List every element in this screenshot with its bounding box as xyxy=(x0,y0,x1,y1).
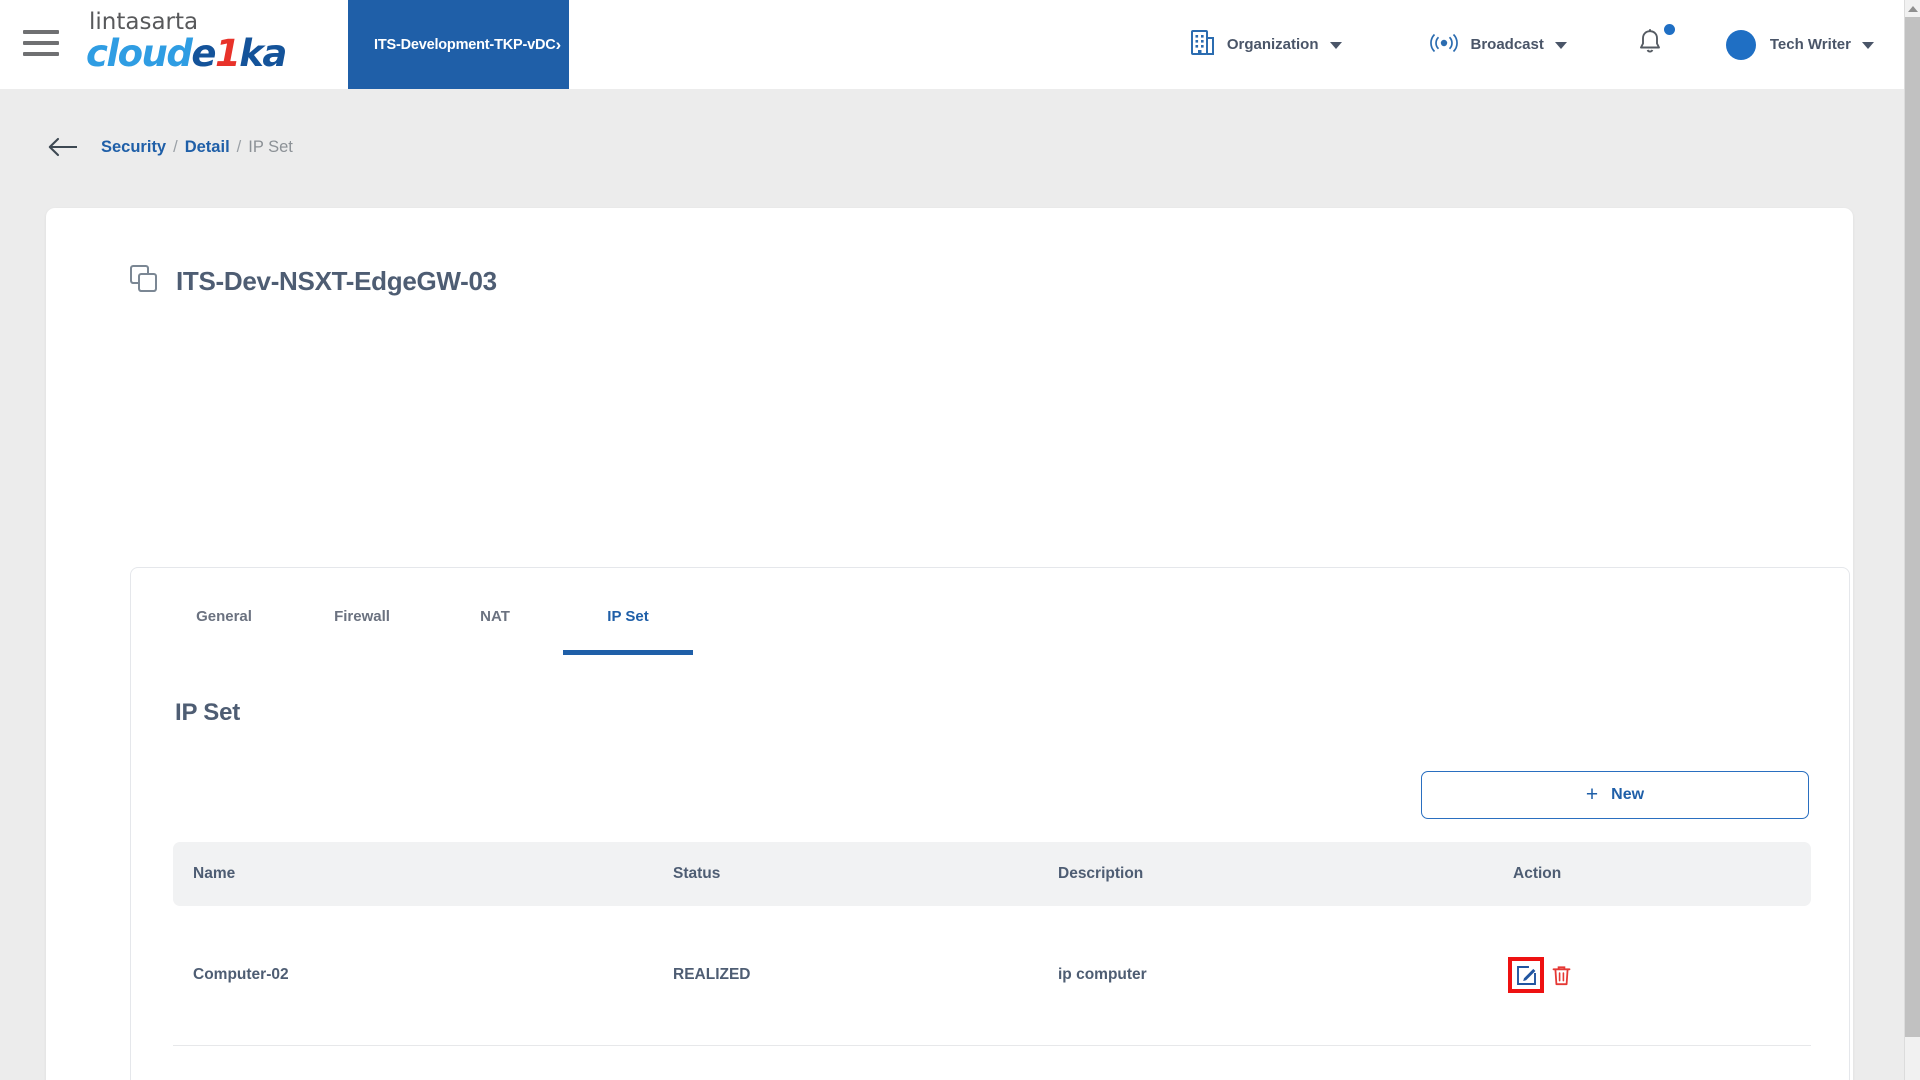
page-title: ITS-Dev-NSXT-EdgeGW-03 xyxy=(176,266,497,296)
breadcrumb-item-security[interactable]: Security xyxy=(101,137,167,156)
detail-card: ITS-Dev-NSXT-EdgeGW-03 General Firewall … xyxy=(46,208,1853,1080)
cell-name: Computer-02 xyxy=(173,906,653,1046)
cell-status: REALIZED xyxy=(653,1045,1038,1080)
table-body: Computer-02 REALIZED ip computer xyxy=(173,906,1811,1080)
hamburger-menu-icon[interactable] xyxy=(23,30,59,56)
breadcrumb-separator: / xyxy=(173,137,178,156)
new-button[interactable]: + New xyxy=(1421,771,1809,819)
breadcrumb-separator: / xyxy=(236,137,242,156)
user-name-label: Tech Writer xyxy=(1769,36,1851,53)
broadcast-menu[interactable]: Broadcast xyxy=(1428,32,1567,58)
logo-cloudeka-text: cloude1ka xyxy=(86,34,301,74)
new-button-label: New xyxy=(1611,786,1645,803)
hamburger-bar xyxy=(23,41,59,45)
building-icon xyxy=(1190,29,1216,60)
column-header-description: Description xyxy=(1058,865,1144,882)
cell-action xyxy=(1493,906,1811,1046)
cell-status: REALIZED xyxy=(653,906,1038,1046)
broadcast-icon xyxy=(1428,32,1460,58)
table-row: Computer-02 REALIZED ip computer xyxy=(173,906,1811,1046)
tab-ip-set-label: IP Set xyxy=(607,608,649,625)
avatar[interactable] xyxy=(1725,29,1756,60)
logo-part-ka: ka xyxy=(239,32,287,75)
chevron-down-icon xyxy=(1329,42,1342,49)
broadcast-label: Broadcast xyxy=(1470,36,1544,53)
notification-unread-dot xyxy=(1663,24,1675,35)
bell-icon xyxy=(1637,28,1663,61)
organization-label: Organization xyxy=(1226,36,1319,53)
table-header-row: Name Status Description Action xyxy=(173,842,1811,906)
hamburger-bar xyxy=(23,52,59,56)
tab-nat[interactable]: NAT xyxy=(435,596,555,655)
tab-ip-set[interactable]: IP Set xyxy=(563,596,693,655)
logo-lintasarta-text: lintasarta xyxy=(89,9,199,35)
tab-general-label: General xyxy=(196,608,252,625)
plus-icon: + xyxy=(1585,782,1599,806)
tab-firewall[interactable]: Firewall xyxy=(297,596,427,655)
chevron-down-icon xyxy=(1554,42,1567,49)
table-header: Name Status Description Action xyxy=(173,842,1811,906)
brand-logo[interactable]: lintasarta cloude1ka xyxy=(86,10,301,89)
scroll-up-arrow-icon[interactable] xyxy=(1905,0,1920,17)
tab-firewall-label: Firewall xyxy=(334,608,390,625)
breadcrumb: Security / Detail / IP Set xyxy=(48,137,293,157)
notifications-button[interactable] xyxy=(1637,24,1675,61)
scrollbar-thumb[interactable] xyxy=(1905,17,1920,1037)
top-header: lintasarta cloude1ka ITS-Development-TKP… xyxy=(0,0,1904,89)
copy-layers-icon xyxy=(129,264,159,299)
breadcrumb-item-ip-set: IP Set xyxy=(248,137,293,156)
hamburger-bar xyxy=(23,30,59,34)
row-actions xyxy=(1508,957,1811,994)
cell-description: ip computer xyxy=(1038,906,1493,1046)
logo-part-one: 1 xyxy=(214,32,241,75)
chevron-down-icon xyxy=(1862,42,1874,49)
ip-set-table: Name Status Description Action Computer-… xyxy=(173,842,1811,1080)
arrow-left-icon[interactable] xyxy=(48,137,79,157)
logo-part-cloud: cloud xyxy=(86,32,193,75)
organization-menu[interactable]: Organization xyxy=(1190,29,1342,60)
logo-part-e: e xyxy=(191,32,216,75)
cell-description: test-mala xyxy=(1038,1045,1493,1080)
breadcrumb-item-detail[interactable]: Detail xyxy=(184,137,230,156)
page-scrollbar[interactable] xyxy=(1904,0,1920,1080)
trash-icon[interactable] xyxy=(1550,964,1572,986)
vdc-selector-label: ITS-Development-TKP-vDC xyxy=(374,36,556,53)
column-header-name: Name xyxy=(193,865,236,882)
section-heading: IP Set xyxy=(175,699,241,726)
cell-name: test-mala xyxy=(173,1045,653,1080)
column-header-action: Action xyxy=(1513,865,1562,882)
cell-action xyxy=(1493,1045,1811,1080)
header-actions: Organization Broadcast xyxy=(1190,0,1904,89)
tab-general[interactable]: General xyxy=(159,596,289,655)
edit-pencil-icon[interactable] xyxy=(1508,957,1544,994)
chevron-right-icon: › xyxy=(555,35,562,54)
tab-nat-label: NAT xyxy=(480,608,510,625)
column-header-status: Status xyxy=(673,865,721,882)
tab-bar: General Firewall NAT IP Set xyxy=(131,568,1849,655)
ip-set-panel: General Firewall NAT IP Set IP Set + New xyxy=(130,567,1850,1080)
table-row: test-mala REALIZED test-mala xyxy=(173,1045,1811,1080)
user-menu[interactable]: Tech Writer xyxy=(1770,36,1874,53)
vdc-selector[interactable]: ITS-Development-TKP-vDC › xyxy=(348,0,569,89)
card-header: ITS-Dev-NSXT-EdgeGW-03 xyxy=(46,208,1853,299)
toolbar: + New xyxy=(131,727,1849,819)
